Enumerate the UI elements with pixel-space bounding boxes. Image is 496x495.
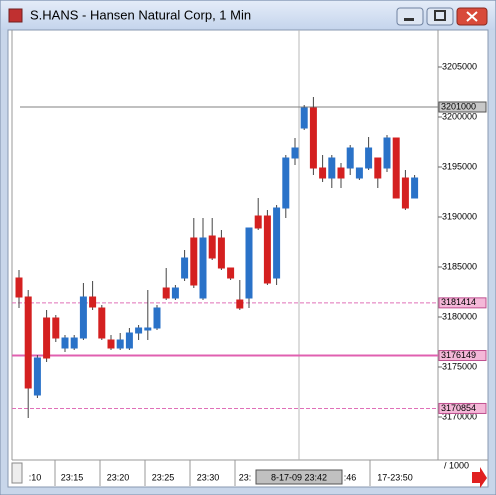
candle-body xyxy=(199,237,207,299)
y-tick-label: 3200000 xyxy=(442,111,477,121)
candle-body xyxy=(61,337,69,349)
x-tick-label: 17-23:50 xyxy=(377,472,413,482)
x-tick-label: 23:15 xyxy=(61,472,84,482)
maximize-button[interactable] xyxy=(426,7,454,26)
x-tick-label: :10 xyxy=(29,472,42,482)
candle-body xyxy=(355,167,363,179)
scroll-right-arrow[interactable] xyxy=(472,467,487,488)
price-line-label-bg xyxy=(438,402,487,414)
candle-body xyxy=(254,215,262,229)
candle-body xyxy=(282,157,290,209)
candle-body xyxy=(181,257,189,279)
candle-body xyxy=(208,235,216,259)
cursor-time-bg xyxy=(255,469,343,485)
candle-body xyxy=(383,137,391,169)
x-tick-label: 23:25 xyxy=(152,472,175,482)
candle-body xyxy=(236,299,244,309)
price-line-label-bg xyxy=(438,297,487,309)
minimize-button[interactable] xyxy=(396,7,424,26)
x-tick-label: 23: xyxy=(239,472,252,482)
y-tick-label: 3205000 xyxy=(442,61,477,71)
close-icon xyxy=(466,11,478,22)
cursor-time: 8-17-09 23:42 xyxy=(271,472,327,482)
candle-body xyxy=(392,137,400,199)
candle-body xyxy=(89,296,97,308)
candle-body xyxy=(52,317,60,339)
candle-body xyxy=(153,307,161,329)
candle-body xyxy=(43,317,51,359)
candle-body xyxy=(98,307,106,339)
price-line-label: 3201000 xyxy=(441,101,476,111)
candle-body xyxy=(24,296,32,389)
candle-body xyxy=(300,107,308,129)
candle-body xyxy=(263,215,271,284)
scale-note: / 1000 xyxy=(444,460,469,470)
candle-body xyxy=(401,177,409,209)
app-icon xyxy=(8,8,23,23)
candle-body xyxy=(319,167,327,179)
candle-body xyxy=(79,296,87,339)
candle-body xyxy=(337,167,345,179)
minimize-icon xyxy=(404,18,414,21)
y-tick-label: 3170000 xyxy=(442,411,477,421)
candle-body xyxy=(171,287,179,299)
price-line-label: 3170854 xyxy=(441,403,476,413)
y-tick-label: 3190000 xyxy=(442,211,477,221)
candle-body xyxy=(273,207,281,279)
x-tick-label: 23:20 xyxy=(107,472,130,482)
x-tick-label: 23:30 xyxy=(197,472,220,482)
candle-body xyxy=(15,277,23,298)
price-line-label: 3176149 xyxy=(441,350,476,360)
scroll-handle[interactable] xyxy=(11,462,23,484)
candle-body xyxy=(217,237,225,269)
window-title: S.HANS - Hansen Natural Corp, 1 Min xyxy=(30,7,251,22)
x-tick-label: :46 xyxy=(344,472,357,482)
candle-body xyxy=(309,107,317,169)
candle-body xyxy=(365,147,373,169)
candle-body xyxy=(190,237,198,286)
candle-body xyxy=(346,147,354,169)
candle-body xyxy=(227,267,235,279)
y-tick-label: 3185000 xyxy=(442,261,477,271)
candle-body xyxy=(33,357,41,396)
candle-body xyxy=(116,339,124,349)
candle-body xyxy=(125,332,133,349)
candle-body xyxy=(70,337,78,349)
y-tick-label: 3180000 xyxy=(442,311,477,321)
price-line-label-bg xyxy=(438,350,487,362)
price-line-label-bg xyxy=(438,101,487,113)
y-tick-label: 3175000 xyxy=(442,361,477,371)
candle-body xyxy=(107,339,115,349)
candle-body xyxy=(144,327,152,331)
candle-body xyxy=(245,227,253,299)
candle-body xyxy=(135,327,143,334)
candle-body xyxy=(328,157,336,179)
candle-body xyxy=(374,157,382,179)
price-line-label: 3181414 xyxy=(441,297,476,307)
candle-body xyxy=(162,287,170,299)
maximize-icon xyxy=(434,10,446,21)
candle-body xyxy=(411,177,419,199)
y-tick-label: 3195000 xyxy=(442,161,477,171)
candle-body xyxy=(291,147,299,159)
